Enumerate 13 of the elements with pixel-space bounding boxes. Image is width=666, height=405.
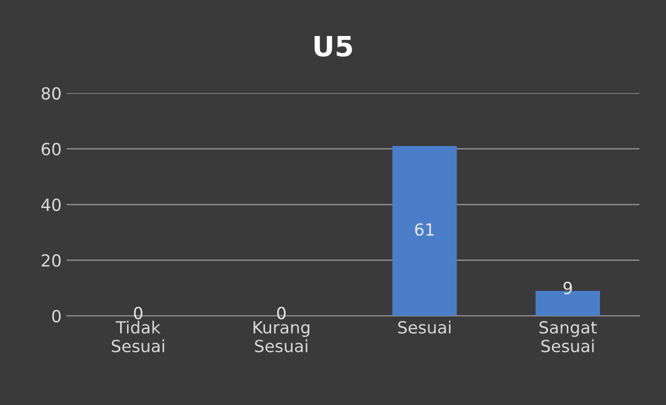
- x-tick-label: Sangat Sesuai: [540, 321, 597, 352]
- y-tick-label: 20: [42, 254, 61, 267]
- y-tick-label: 60: [42, 142, 61, 156]
- data-label: 0: [277, 306, 286, 320]
- y-tick-label: 0: [52, 310, 61, 322]
- chart-title: U5: [314, 36, 352, 57]
- y-tick-label: 80: [42, 87, 61, 100]
- data-label: 61: [415, 223, 434, 236]
- data-label: 0: [134, 306, 142, 320]
- x-tick-label: Tidak Sesuai: [112, 320, 164, 352]
- x-tick-label: Sesuai: [398, 320, 450, 334]
- x-tick-label: Kurang Sesuai: [254, 321, 310, 352]
- y-tick-label: 40: [41, 198, 61, 212]
